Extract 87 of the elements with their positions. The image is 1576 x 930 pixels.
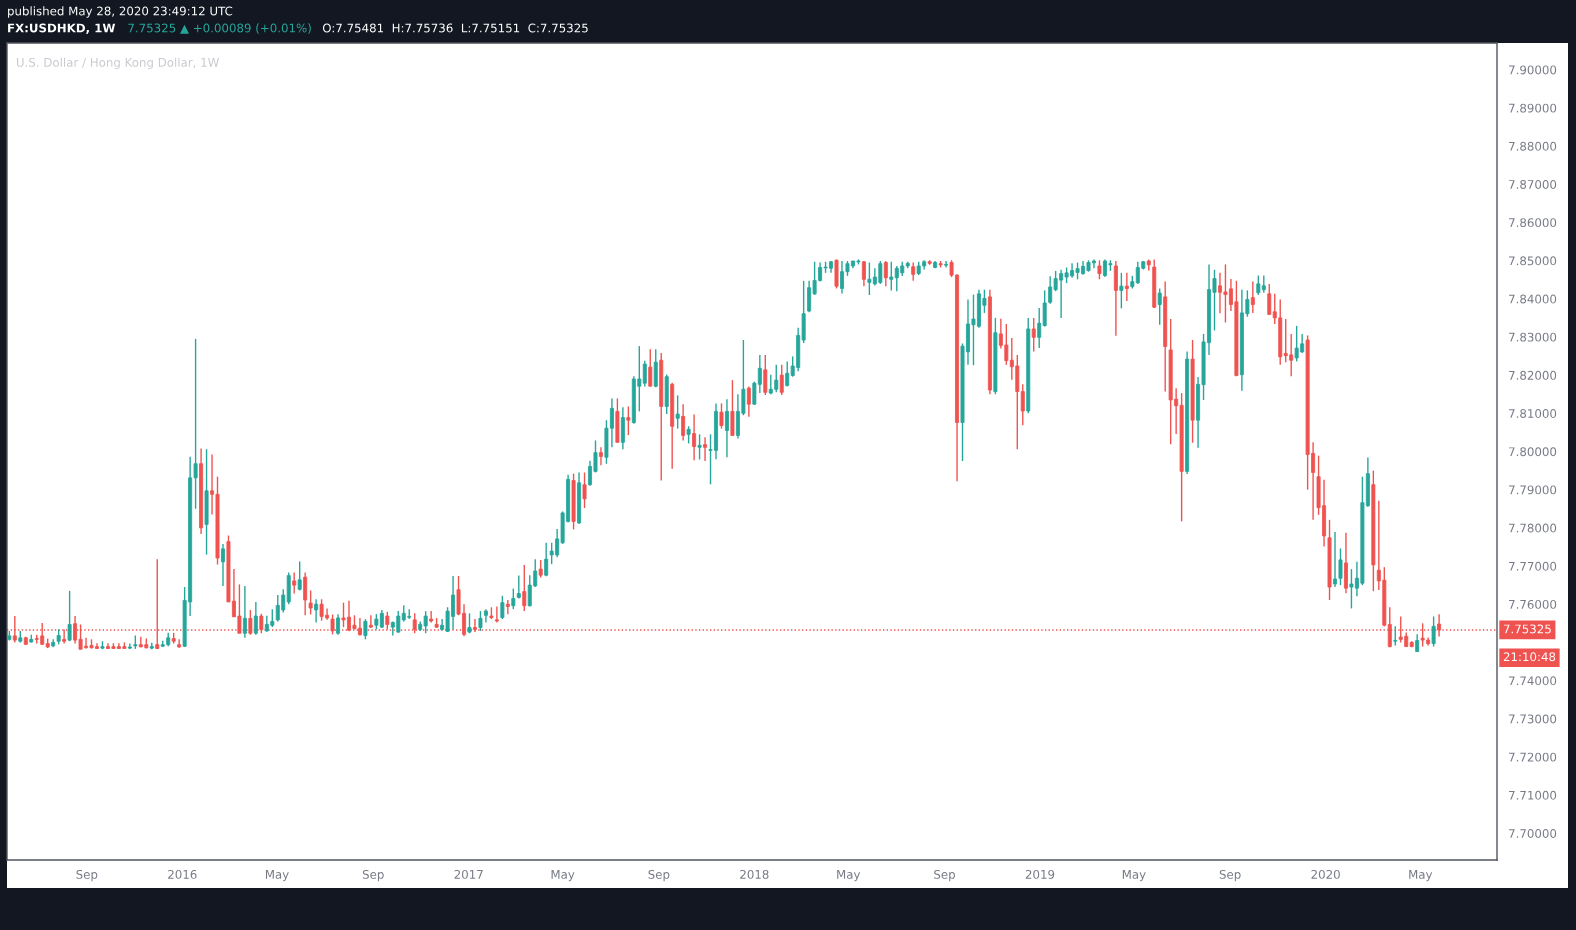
- x-tick-label: Sep: [362, 869, 384, 882]
- candlestick: [724, 398, 729, 458]
- y-tick-label: 7.76000: [1509, 599, 1557, 609]
- candlestick: [675, 394, 680, 430]
- chart-title: FX:USDHKD, 1W: [8, 23, 116, 34]
- y-tick-label: 7.90000: [1509, 65, 1557, 75]
- x-tick-label: 2016: [168, 869, 197, 879]
- candlestick: [297, 560, 302, 592]
- candlestick: [883, 260, 888, 287]
- candlestick: [1431, 615, 1436, 648]
- candlestick: [1119, 272, 1124, 310]
- candlestick: [505, 599, 510, 615]
- candlestick: [242, 585, 247, 639]
- candlestick: [363, 618, 368, 641]
- y-tick-label: 7.82000: [1509, 370, 1557, 380]
- y-tick-label: 7.89000: [1509, 103, 1557, 113]
- candlestick: [494, 605, 499, 624]
- candlestick: [478, 610, 483, 632]
- candlestick: [911, 261, 916, 282]
- x-tick-label: Sep: [648, 869, 670, 882]
- x-tick-label: May: [1122, 870, 1146, 882]
- candlestick: [763, 354, 768, 396]
- y-tick-label: 7.86000: [1509, 218, 1557, 228]
- candlestick: [67, 590, 72, 642]
- x-tick-label: May: [1409, 870, 1433, 882]
- y-tick-label: 7.72000: [1509, 752, 1557, 762]
- x-tick-label: 2020: [1311, 869, 1340, 879]
- candlestick: [500, 595, 505, 620]
- x-tick-label: May: [837, 870, 861, 882]
- x-tick-label: May: [265, 870, 289, 882]
- y-tick-label: 7.78000: [1509, 523, 1557, 533]
- candlestick: [12, 615, 17, 644]
- candlestick: [544, 542, 549, 578]
- candlestick: [703, 436, 708, 462]
- candlestick: [697, 433, 702, 461]
- candlestick: [303, 571, 308, 616]
- candlestick: [626, 405, 631, 436]
- candlestick: [692, 413, 697, 461]
- text: 21:10:48: [1503, 652, 1556, 662]
- y-tick-label: 7.87000: [1509, 179, 1557, 189]
- y-tick-label: 7.85000: [1509, 256, 1557, 266]
- y-tick-label: 7.70000: [1509, 829, 1557, 838]
- y-tick-label: 7.88000: [1509, 141, 1557, 151]
- y-tick-label: 7.73000: [1509, 714, 1557, 724]
- candlestick: [1393, 625, 1398, 647]
- x-tick-label: 2018: [740, 869, 769, 879]
- candlestick: [314, 598, 319, 624]
- x-tick-label: Sep: [1219, 869, 1241, 882]
- y-tick-label: 7.71000: [1509, 790, 1557, 800]
- candlestick: [292, 571, 297, 595]
- candlestick: [582, 471, 587, 509]
- x-tick-label: 2017: [454, 869, 483, 879]
- candlestick: [308, 589, 313, 616]
- candlestick: [598, 446, 603, 466]
- x-tick-label: 2019: [1025, 869, 1055, 879]
- y-tick-label: 7.74000: [1509, 676, 1557, 686]
- candlestick: [336, 613, 341, 636]
- text: published May 28, 2020 23:49:12 UTC: [8, 6, 233, 18]
- candlestick: [861, 260, 866, 287]
- candlestick: [429, 610, 434, 624]
- candlestick: [719, 402, 724, 430]
- candlestick: [779, 364, 784, 396]
- candlestick: [522, 564, 527, 612]
- x-tick-label: Sep: [934, 869, 955, 882]
- candlestick: [1250, 280, 1255, 314]
- candlestick: [253, 601, 258, 636]
- y-tick-label: 7.83000: [1509, 332, 1557, 342]
- candlestick: [511, 587, 516, 610]
- candlestick: [221, 543, 225, 587]
- ref-line-label: 7.75325: [1503, 624, 1551, 634]
- text: 7.75325 ▲ +0.00089 (+0.01%): [128, 23, 311, 34]
- y-tick-label: 7.77000: [1509, 561, 1557, 571]
- y-tick-label: 7.80000: [1509, 447, 1557, 457]
- candlestick: [648, 348, 653, 387]
- candlestick: [1097, 259, 1102, 281]
- x-tick-label: Sep: [76, 869, 98, 882]
- candlestick: [681, 403, 686, 442]
- y-tick-label: 7.81000: [1509, 409, 1557, 418]
- y-tick-label: 7.84000: [1509, 294, 1557, 304]
- y-tick-label: 7.79000: [1509, 485, 1557, 495]
- candlestick: [1267, 283, 1272, 316]
- x-tick-label: May: [551, 870, 575, 882]
- text: O:7.75481 H:7.75736 L:7.75151 C:7.75325: [322, 23, 588, 33]
- candlestick: [1157, 287, 1162, 326]
- candlestick: [746, 385, 751, 418]
- candlestick: [1031, 317, 1036, 353]
- candlestick: [1124, 272, 1129, 302]
